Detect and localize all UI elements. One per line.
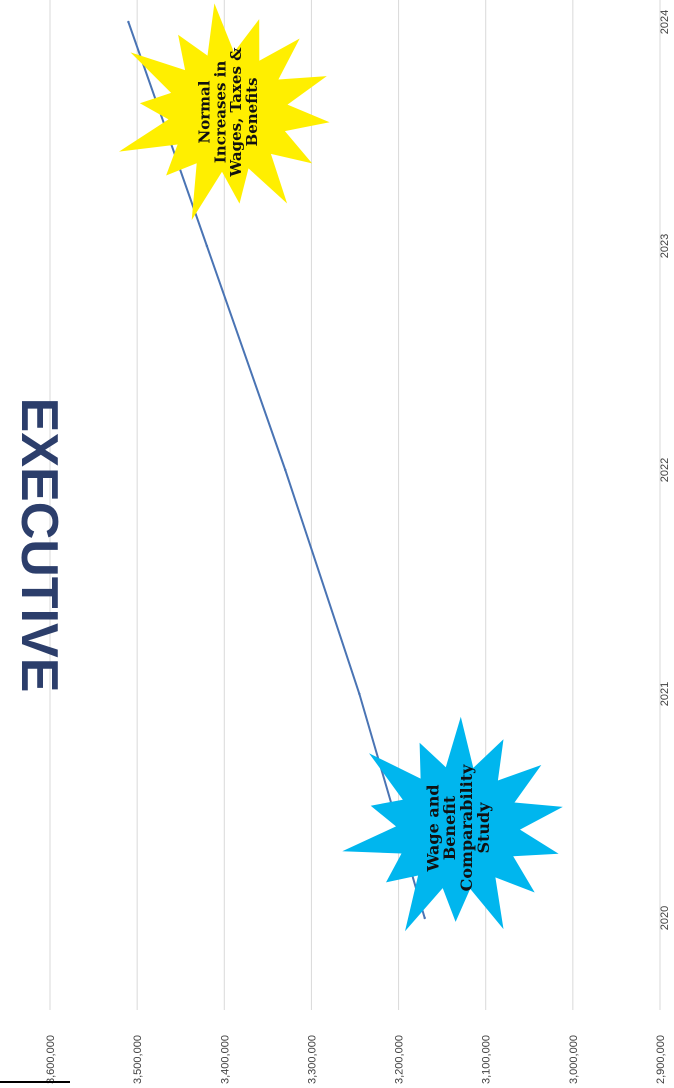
x-tick-label: 2020 bbox=[659, 906, 671, 930]
x-tick-label: 2022 bbox=[659, 458, 671, 482]
y-tick-label: 3,200,000 bbox=[394, 1035, 406, 1084]
callout-line: Benefit bbox=[440, 795, 459, 860]
x-tick-label: 2021 bbox=[659, 682, 671, 706]
y-tick-label: 3,000,000 bbox=[568, 1035, 580, 1084]
wage-benefit-study-callout: Wage andBenefitComparabilityStudy bbox=[342, 716, 563, 932]
y-tick-label: 3,500,000 bbox=[132, 1035, 144, 1084]
data-point bbox=[284, 468, 287, 472]
series-layer bbox=[127, 20, 426, 920]
data-point bbox=[205, 244, 209, 248]
callout-line: Wages, Taxes & bbox=[227, 47, 245, 178]
callout-line: Wage and bbox=[423, 784, 442, 872]
gridlines bbox=[49, 0, 661, 1010]
x-tick-label: 2023 bbox=[659, 234, 671, 258]
normal-increases-label: NormalIncreases inWages, Taxes &Benefits bbox=[196, 47, 261, 178]
y-tick-label: 2,900,000 bbox=[655, 1035, 667, 1084]
callout-line: Benefits bbox=[243, 78, 261, 147]
annotations: Wage andBenefitComparabilityStudy NormalI… bbox=[119, 3, 563, 932]
callout-line: Comparability bbox=[457, 764, 476, 892]
starburst-shape bbox=[119, 3, 330, 221]
normal-increases-callout: NormalIncreases inWages, Taxes &Benefits bbox=[119, 3, 330, 221]
callout-line: Study bbox=[474, 802, 493, 854]
y-tick-label: 3,100,000 bbox=[481, 1035, 493, 1084]
data-point bbox=[127, 20, 130, 24]
starburst-shape bbox=[342, 716, 563, 932]
series-line bbox=[127, 21, 426, 919]
axes: 2,900,000 3,000,000 3,100,000 3,200,000 3,30… bbox=[0, 10, 671, 1084]
chart-title: EXECUTIVE bbox=[10, 398, 68, 693]
y-tick-label: 3,600,000 bbox=[45, 1035, 57, 1084]
data-point bbox=[358, 692, 361, 696]
wage-benefit-study-label: Wage andBenefitComparabilityStudy bbox=[423, 764, 492, 892]
y-tick-label: 3,300,000 bbox=[306, 1035, 318, 1084]
data-point bbox=[423, 916, 426, 920]
callout-line: Increases in bbox=[211, 61, 229, 164]
y-tick-label: 3,400,000 bbox=[219, 1035, 231, 1084]
callout-line: Normal bbox=[196, 80, 214, 143]
x-tick-label: 2024 bbox=[659, 10, 671, 34]
